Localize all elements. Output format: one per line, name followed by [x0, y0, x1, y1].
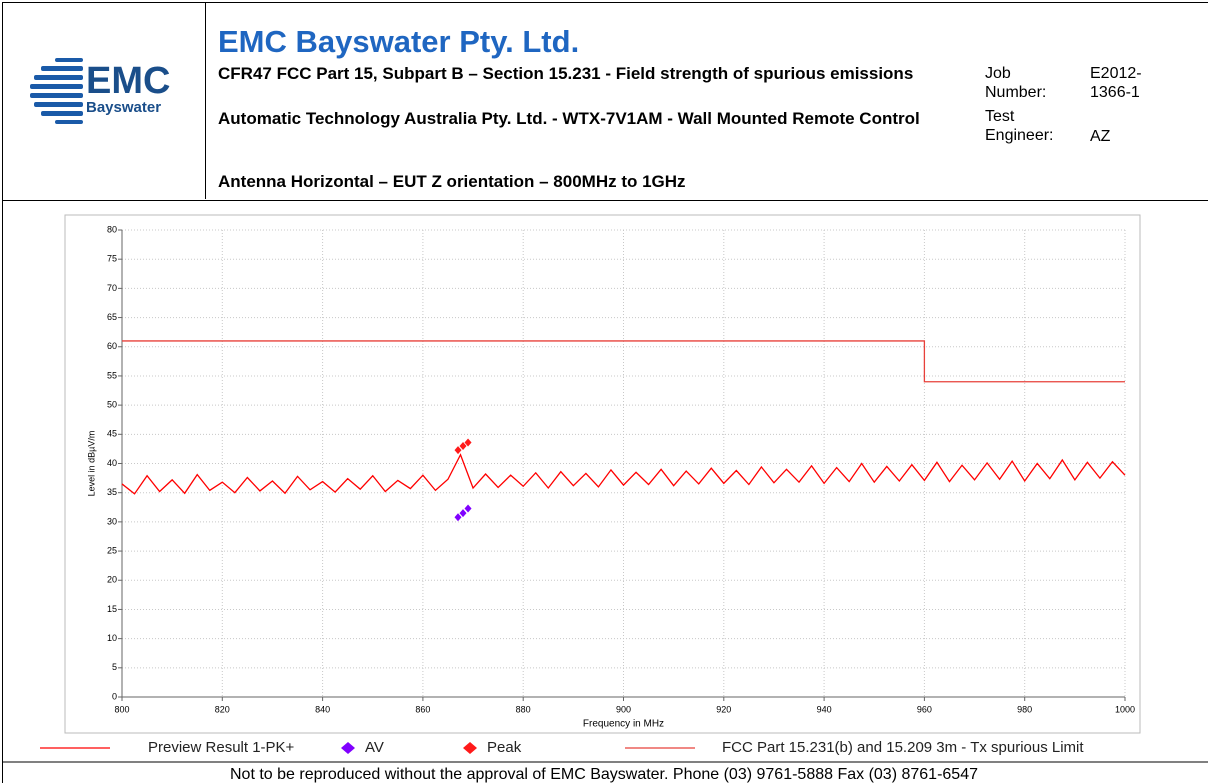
- data-point: [459, 509, 467, 518]
- y-tick-label: 75: [107, 254, 117, 264]
- chart: Not to be reproduced without the approva…: [2, 214, 1208, 783]
- header-line: CFR47 FCC Part 15, Subpart B – Section 1…: [218, 64, 914, 83]
- y-tick-label: 80: [107, 224, 117, 234]
- y-axis-label: Level in dBµV/m: [86, 431, 96, 497]
- y-tick-label: 70: [107, 283, 117, 293]
- legend-swatch: [341, 742, 355, 754]
- x-tick-label: 820: [215, 704, 230, 714]
- y-tick-label: 25: [107, 545, 117, 555]
- y-tick-label: 55: [107, 370, 117, 380]
- y-tick-label: 15: [107, 604, 117, 614]
- y-tick-label: 0: [112, 691, 117, 701]
- x-tick-label: 1000: [1115, 704, 1135, 714]
- legend-label: AV: [365, 739, 384, 756]
- data-point: [454, 446, 462, 455]
- legend-label: Preview Result 1-PK+: [148, 739, 295, 756]
- job-label: Job Number:: [985, 65, 1047, 101]
- logo-stripes: [30, 58, 83, 124]
- data-point: [464, 438, 472, 447]
- logo-name: EMC: [86, 60, 170, 102]
- y-tick-label: 60: [107, 341, 117, 351]
- y-tick-label: 20: [107, 575, 117, 585]
- data-line: [121, 453, 1126, 495]
- data-point: [454, 513, 462, 522]
- engineer-value: AZ: [1090, 128, 1111, 145]
- x-tick-label: 860: [415, 704, 430, 714]
- header-line: Antenna Horizontal – EUT Z orientation –…: [218, 172, 686, 191]
- header-box: [2, 2, 1208, 201]
- x-tick-label: 900: [616, 704, 631, 714]
- header-line: Automatic Technology Australia Pty. Ltd.…: [218, 109, 920, 128]
- y-tick-label: 50: [107, 400, 117, 410]
- footer: Not to be reproduced without the approva…: [230, 766, 978, 783]
- x-tick-label: 800: [114, 704, 129, 714]
- job-value: E2012-1366-1: [1090, 65, 1142, 101]
- header-title: EMC Bayswater Pty. Ltd.: [218, 24, 580, 59]
- y-tick-label: 65: [107, 312, 117, 322]
- x-tick-label: 840: [315, 704, 330, 714]
- engineer-label: Test Engineer:: [985, 108, 1054, 144]
- x-tick-label: 880: [516, 704, 531, 714]
- data-point: [464, 504, 472, 513]
- x-tick-label: 960: [917, 704, 932, 714]
- chart-panel: [64, 214, 1141, 734]
- data-point: [459, 441, 467, 450]
- x-tick-label: 940: [817, 704, 832, 714]
- legend-label: FCC Part 15.231(b) and 15.209 3m - Tx sp…: [722, 739, 1084, 756]
- logo-sub: Bayswater: [86, 99, 161, 116]
- legend-swatch: [463, 742, 477, 754]
- y-tick-label: 45: [107, 429, 117, 439]
- x-axis-label: Frequency in MHz: [583, 719, 664, 730]
- logo-divider: [205, 2, 206, 199]
- x-tick-label: 920: [716, 704, 731, 714]
- y-tick-label: 40: [107, 458, 117, 468]
- y-tick-label: 5: [112, 662, 117, 672]
- y-tick-label: 30: [107, 516, 117, 526]
- y-tick-label: 10: [107, 633, 117, 643]
- y-tick-label: 35: [107, 487, 117, 497]
- legend-label: Peak: [487, 739, 522, 756]
- x-tick-label: 980: [1017, 704, 1032, 714]
- left-border: [2, 2, 3, 783]
- data-line: [122, 340, 1125, 383]
- logo: EMC Bayswater: [30, 58, 170, 124]
